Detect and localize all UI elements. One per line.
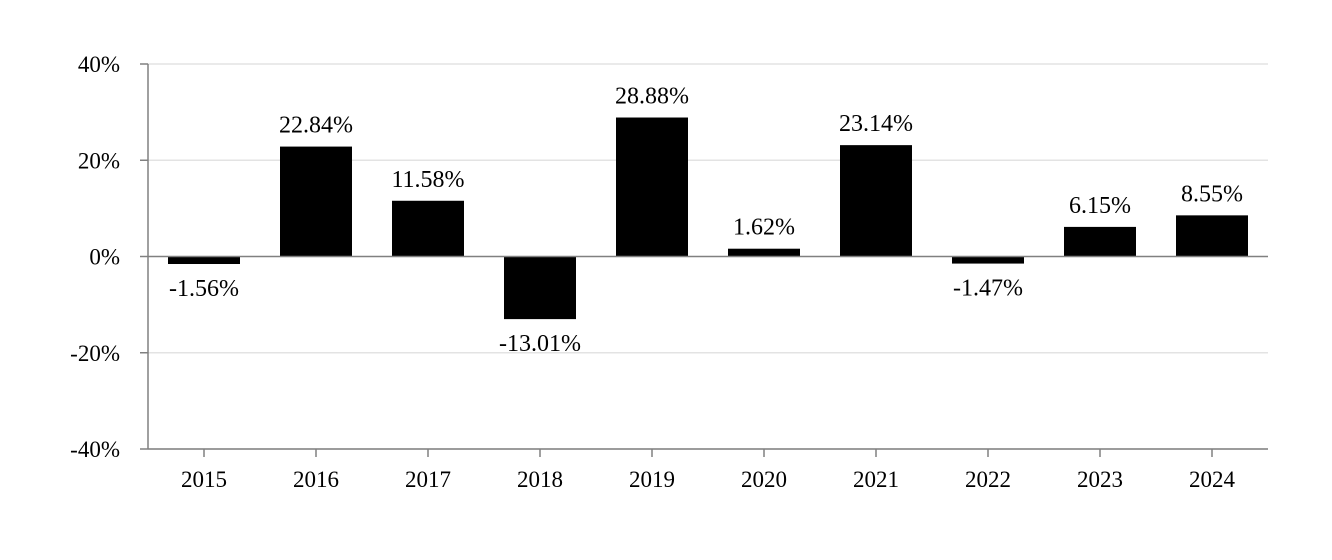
labels: 40% 20% 0% -20% -40% 2015 2016 2017 2018 2019 2020…: [70, 52, 1243, 492]
bar-2021: [840, 145, 912, 257]
bar-2016: [280, 146, 352, 257]
bar-2023: [1064, 226, 1136, 257]
x-tick-label: 2021: [853, 467, 899, 492]
x-tick-label: 2018: [517, 467, 563, 492]
x-tick-label: 2020: [741, 467, 787, 492]
y-tick-label: -40%: [70, 437, 120, 462]
bar-2022: [952, 256, 1024, 264]
data-label: 8.55%: [1181, 181, 1243, 207]
bars: [168, 117, 1248, 320]
data-label: -1.56%: [169, 276, 239, 302]
x-tick-label: 2024: [1189, 467, 1236, 492]
bar-2020: [728, 248, 800, 257]
data-label: -13.01%: [499, 331, 581, 357]
y-tick-label: 0%: [89, 245, 120, 270]
y-tick-label: -20%: [70, 341, 120, 366]
axes: [140, 63, 1268, 457]
bar-2019: [616, 117, 688, 257]
bar-2017: [392, 200, 464, 257]
x-tick-label: 2022: [965, 467, 1011, 492]
data-label: 6.15%: [1069, 193, 1131, 219]
x-tick-label: 2015: [181, 467, 227, 492]
x-tick-label: 2023: [1077, 467, 1123, 492]
bar-2015: [168, 256, 240, 265]
bar-2024: [1176, 215, 1248, 257]
bar-2018: [504, 256, 576, 320]
x-tick-label: 2019: [629, 467, 675, 492]
data-label: 1.62%: [733, 215, 795, 241]
x-tick-label: 2017: [405, 467, 451, 492]
data-label: 11.58%: [391, 167, 464, 193]
x-tick-label: 2016: [293, 467, 339, 492]
data-label: 28.88%: [615, 84, 689, 110]
y-tick-label: 40%: [78, 52, 120, 77]
y-tick-label: 20%: [78, 148, 120, 173]
data-label: 22.84%: [279, 113, 353, 139]
data-label: -1.47%: [953, 276, 1023, 302]
data-label: 23.14%: [839, 111, 913, 137]
